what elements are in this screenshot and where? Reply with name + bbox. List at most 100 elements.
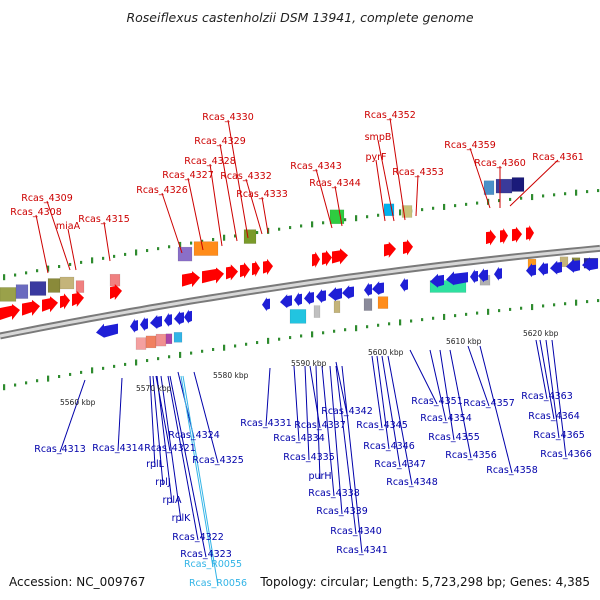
outer-ring-tick <box>25 271 28 275</box>
leader-line <box>449 349 472 459</box>
outer-ring-tick <box>509 197 512 201</box>
gene-label: Rcas_4340 <box>330 526 382 537</box>
accession-info: Accession: NC_009767 <box>9 575 145 589</box>
inner-ring-tick <box>333 329 336 333</box>
inner-ring-tick <box>201 349 204 353</box>
leader-line <box>227 119 249 239</box>
outer-ring-tick <box>80 260 83 264</box>
inner-ring-tick <box>245 342 248 346</box>
inner-ring-tick <box>322 331 325 335</box>
gene-label: Rcas_4315 <box>78 214 130 225</box>
leader-line <box>545 339 560 439</box>
forward-gene-arrow <box>252 260 260 277</box>
outer-ring-tick <box>542 194 545 198</box>
reverse-gene-arrow <box>262 297 270 312</box>
inner-ring-tick <box>487 308 490 315</box>
inner-ring-tick <box>58 375 61 379</box>
gene-label: Rcas_4355 <box>428 432 480 443</box>
leader-line <box>341 365 363 554</box>
protein-domain-box <box>329 209 345 225</box>
protein-domain-box <box>75 280 85 293</box>
outer-ring-tick <box>586 190 589 194</box>
leader-line <box>193 371 219 464</box>
inner-ring-tick <box>102 366 105 370</box>
forward-gene-arrow <box>332 248 348 265</box>
inner-ring-tick <box>597 299 600 303</box>
leader-line <box>321 365 335 497</box>
gene-label: Rcas_4357 <box>463 398 515 409</box>
gene-label: Rcas_4332 <box>220 171 272 182</box>
protein-domain-box <box>165 333 173 345</box>
reverse-gene-arrow <box>550 260 562 275</box>
gene-label: Rcas_4353 <box>392 167 444 178</box>
outer-ring-tick <box>344 218 347 222</box>
gene-label: Rcas_4361 <box>532 152 584 163</box>
inner-ring-tick <box>421 318 424 322</box>
inner-ring-tick <box>520 306 523 310</box>
reverse-gene-arrow <box>446 271 468 286</box>
outer-ring-tick <box>421 208 424 212</box>
gene-label: Rcas_4348 <box>386 477 438 488</box>
protein-domain-box <box>47 278 61 293</box>
inner-ring-tick <box>278 337 281 341</box>
inner-ring-tick <box>410 319 413 323</box>
outer-ring-tick <box>102 256 105 260</box>
gene-label: Rcas_4365 <box>533 430 585 441</box>
gene-label: Rcas_4321 <box>144 443 196 454</box>
leader-line <box>377 139 395 222</box>
outer-ring-tick <box>124 252 127 256</box>
protein-domain-box <box>363 298 373 311</box>
inner-ring-tick <box>14 383 17 387</box>
gene-label: purH <box>308 471 331 482</box>
protein-domain-box <box>289 309 307 324</box>
inner-ring-tick <box>388 322 391 326</box>
backbone-highlight <box>0 246 600 338</box>
scale-tick-label: 5560 kbp <box>60 398 96 407</box>
gene-label: Rcas_4334 <box>273 433 325 444</box>
outer-ring-tick <box>113 254 116 258</box>
inner-ring-tick <box>168 355 171 359</box>
leader-line <box>161 192 183 254</box>
leader-line <box>309 365 321 429</box>
reverse-gene-arrow <box>364 282 372 297</box>
leader-line <box>479 345 513 474</box>
outer-ring-tick <box>300 224 303 228</box>
gene-label: Rcas_4354 <box>420 413 472 424</box>
forward-gene-arrow <box>202 267 224 284</box>
inner-ring-tick <box>355 325 358 332</box>
leader-line <box>67 228 77 271</box>
protein-domain-box <box>483 180 495 195</box>
label-leaders <box>35 117 567 587</box>
outer-ring-tick <box>36 269 39 273</box>
gene-label: Rcas_4358 <box>486 465 538 476</box>
inner-ring-tick <box>80 370 83 374</box>
forward-gene-arrow <box>403 239 413 256</box>
leader-line <box>167 375 199 541</box>
outer-ring-tick <box>531 194 534 201</box>
reverse-gene-arrow <box>342 285 354 300</box>
leader-line <box>334 185 343 227</box>
outer-ring-tick <box>498 199 501 203</box>
gene-label: Rcas_4337 <box>294 420 346 431</box>
protein-domain-box <box>177 246 193 262</box>
reverse-gene-arrow <box>316 289 326 304</box>
protein-domain-box <box>29 281 47 296</box>
outer-ring-tick <box>146 249 149 253</box>
leader-line <box>389 117 406 221</box>
gene-label: smpB <box>365 132 392 143</box>
gene-label: Rcas_4342 <box>321 406 373 417</box>
gene-label: Rcas_4343 <box>290 161 342 172</box>
forward-gene-arrow <box>226 264 238 281</box>
inner-ring-tick <box>498 309 501 313</box>
outer-ring-tick <box>3 274 6 281</box>
forward-gene-arrow <box>110 284 122 300</box>
inner-ring-tick <box>157 357 160 361</box>
inner-ring-tick <box>124 362 127 366</box>
leader-line <box>117 377 123 452</box>
reverse-gene-arrow <box>538 261 548 276</box>
scale-tick-label: 5610 kbp <box>446 337 482 346</box>
inner-ring-tick <box>91 367 94 374</box>
leader-line <box>209 163 223 247</box>
reverse-gene-arrow <box>184 309 192 324</box>
